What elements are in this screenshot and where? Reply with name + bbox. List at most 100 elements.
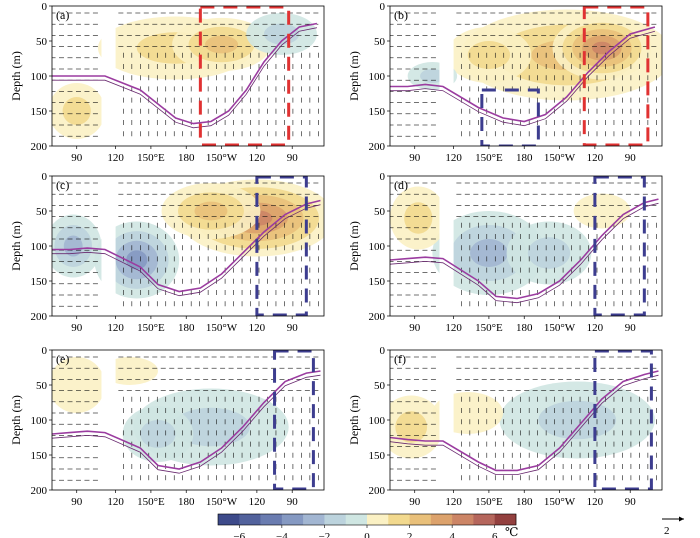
thermocline-composite — [52, 27, 318, 129]
y-axis-label: Depth (m) — [347, 395, 361, 445]
colorbar-segment — [367, 514, 389, 525]
y-tick-label: 50 — [374, 380, 386, 392]
panel-e: (e) 0 50 100 150 200 Depth (m) 90 120 150°E 180 150… — [9, 345, 325, 508]
x-tick-label: 120 — [107, 322, 124, 334]
x-tick-label: 90 — [409, 152, 421, 164]
y-tick-label: 0 — [42, 171, 48, 183]
colorbar-tick-label: −2 — [319, 531, 331, 538]
colorbar-ticks: −6 −4 −2 0 2 4 6 — [233, 525, 498, 538]
y-tick-label: 100 — [31, 71, 48, 83]
anomaly-shade — [263, 23, 300, 45]
vector-scale-label: 2 — [664, 525, 670, 537]
thermocline-climatology — [52, 199, 321, 293]
y-tick-label: 100 — [369, 415, 386, 427]
x-tick-label: 120 — [107, 152, 124, 164]
thermocline-composite — [390, 30, 656, 127]
colorbar-tick-label: 4 — [449, 531, 455, 538]
y-tick-label: 50 — [36, 380, 48, 392]
anomaly-shade — [395, 411, 428, 443]
y-tick-label: 200 — [31, 485, 48, 497]
anomaly-shade — [205, 35, 239, 54]
y-tick-label: 200 — [31, 311, 48, 323]
data-gap — [101, 350, 116, 490]
x-tick-label: 120 — [249, 322, 266, 334]
panel-c: (c) 0 50 100 150 200 Depth (m) 90 120 150°E 180 150… — [9, 171, 325, 334]
thermocline-composite — [390, 202, 659, 304]
anomaly-shade — [194, 201, 228, 221]
x-tick-label: 150°W — [206, 152, 238, 164]
colorbar-segment — [388, 514, 410, 525]
panel-label: (f) — [394, 352, 406, 366]
anomaly-shade — [63, 235, 83, 257]
colorbar-segment — [260, 514, 283, 525]
x-tick-label: 120 — [445, 496, 462, 508]
x-tick-label: 90 — [625, 322, 637, 334]
panel-a: (a) 0 50 100 150 200 Depth (m) 90 120 150°E 180 150… — [9, 1, 325, 164]
x-tick-label: 90 — [71, 496, 83, 508]
y-tick-label: 0 — [380, 171, 386, 183]
y-tick-label: 100 — [369, 241, 386, 253]
vector-scale: 2 — [662, 516, 684, 537]
x-tick-label: 90 — [287, 152, 299, 164]
x-tick-label: 90 — [287, 496, 299, 508]
data-gap — [101, 6, 116, 146]
x-tick-label: 90 — [71, 152, 83, 164]
x-tick-label: 120 — [107, 496, 124, 508]
anomaly-shade — [470, 239, 508, 267]
colorbar-segment — [409, 514, 432, 525]
panel-label: (d) — [394, 178, 408, 192]
panel-plot-area — [52, 176, 324, 316]
x-tick-label: 90 — [71, 322, 83, 334]
colorbar-segment — [345, 514, 368, 525]
colorbar-tick-label: 6 — [492, 531, 498, 538]
y-axis-label: Depth (m) — [9, 51, 23, 101]
anomaly-shade — [573, 193, 631, 229]
data-gap — [439, 176, 454, 316]
x-tick-label: 120 — [587, 152, 604, 164]
y-tick-label: 0 — [42, 1, 48, 13]
y-tick-label: 0 — [42, 345, 48, 357]
colorbar-segment — [303, 514, 325, 525]
panel-plot-area — [52, 350, 324, 490]
analysis-box — [255, 176, 308, 316]
x-tick-label: 150°E — [475, 322, 503, 334]
panel-plot-area — [390, 350, 662, 490]
analysis-box — [273, 350, 315, 490]
panel-d: (d) 0 50 100 150 200 Depth (m) 90 120 150°E 180 150… — [347, 171, 663, 334]
thermocline-climatology — [390, 198, 659, 300]
y-tick-label: 50 — [36, 206, 48, 218]
vector-scale-arrow-head — [679, 516, 684, 522]
data-gap — [101, 176, 116, 316]
panel-f: (f) 0 50 100 150 200 Depth (m) 90 120 150°E 180 150… — [347, 345, 663, 508]
y-tick-label: 50 — [36, 36, 48, 48]
y-tick-label: 100 — [369, 71, 386, 83]
data-gap — [439, 6, 454, 146]
x-tick-label: 120 — [587, 496, 604, 508]
colorbar-segment — [281, 514, 304, 525]
y-tick-label: 150 — [369, 106, 386, 118]
colorbar-segment — [218, 514, 240, 525]
y-tick-label: 150 — [369, 450, 386, 462]
y-tick-label: 150 — [31, 276, 48, 288]
panel-label: (b) — [394, 8, 408, 22]
panels-layer: (a) 0 50 100 150 200 Depth (m) 90 120 150°E 180 150… — [9, 1, 663, 508]
colorbar: −6 −4 −2 0 2 4 6 ℃ — [217, 513, 518, 538]
y-tick-label: 200 — [369, 485, 386, 497]
x-tick-label: 150°W — [544, 152, 576, 164]
anomaly-shade — [538, 400, 617, 440]
x-tick-label: 120 — [445, 322, 462, 334]
x-tick-label: 180 — [516, 322, 533, 334]
y-axis-label: Depth (m) — [347, 221, 361, 271]
x-tick-label: 150°W — [206, 496, 238, 508]
colorbar-segment — [430, 514, 453, 525]
colorbar-tick-label: 0 — [364, 531, 370, 538]
x-tick-label: 150°W — [206, 322, 238, 334]
y-tick-label: 50 — [374, 36, 386, 48]
data-gap — [439, 350, 454, 490]
analysis-box-secondary — [480, 88, 540, 146]
panel-plot-area — [390, 6, 662, 146]
anomaly-shade — [527, 237, 571, 269]
panel-label: (e) — [56, 352, 69, 366]
anomaly-shade — [592, 41, 612, 55]
